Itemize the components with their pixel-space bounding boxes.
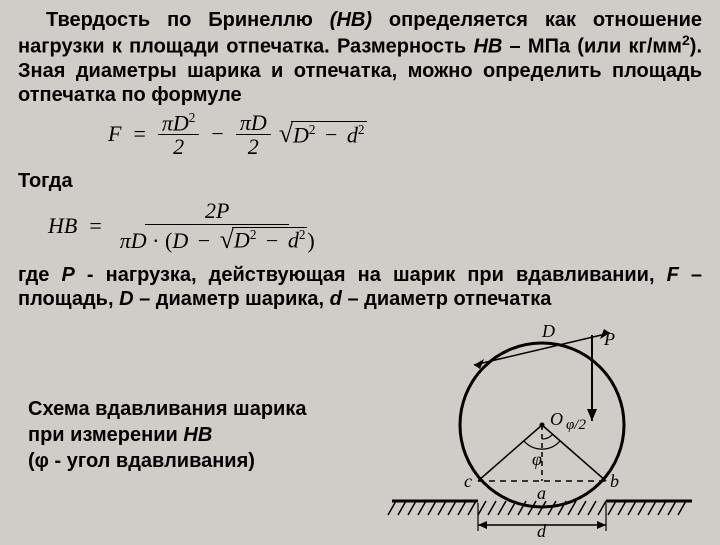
minus: − xyxy=(321,122,341,147)
txt: Твердость по Бринеллю xyxy=(46,9,330,31)
D: D xyxy=(172,228,188,253)
label-b: b xyxy=(610,471,619,492)
formula-area: F = πD2 2 − πD 2 √ D2 − d2 xyxy=(108,111,702,159)
two: 2 xyxy=(244,135,263,158)
F: F xyxy=(667,264,679,286)
txt: – диаметр шарика, xyxy=(134,288,330,310)
P: P xyxy=(61,264,74,286)
dot: · xyxy=(152,228,159,253)
D: D xyxy=(131,228,147,253)
D: D xyxy=(293,122,309,147)
hb-ital: (HB) xyxy=(330,9,372,31)
d: d xyxy=(330,288,342,310)
sym-HB: HB xyxy=(48,213,77,239)
minus: − xyxy=(194,228,214,253)
closep: ) xyxy=(307,228,314,253)
label-a: a xyxy=(537,483,546,504)
formula-hb: HB = 2P πD · (D − √ D2 − d2 ) xyxy=(108,199,702,253)
minus: − xyxy=(262,228,282,253)
label-c: c xyxy=(464,471,472,492)
pi: π xyxy=(120,228,131,253)
pi: π xyxy=(240,110,251,135)
txt: – МПа (или кг/мм xyxy=(502,36,682,58)
diagram-caption: Схема вдавливания шарика при измерении H… xyxy=(18,396,382,474)
frac2: πD 2 xyxy=(236,111,271,158)
sup: 2 xyxy=(250,227,257,242)
hb2: HB xyxy=(473,36,502,58)
sup: 2 xyxy=(299,227,306,242)
caption-rest: - угол вдавливания) xyxy=(49,450,255,472)
label-O: O xyxy=(550,409,563,430)
D: D xyxy=(234,228,250,253)
sup: 2 xyxy=(309,122,316,137)
caption-line2a: при измерении xyxy=(28,424,183,446)
d: d xyxy=(347,122,358,147)
label-d: d xyxy=(537,521,546,542)
sup: 2 xyxy=(189,110,196,125)
frac1: πD2 2 xyxy=(158,111,200,159)
txt: где xyxy=(18,264,61,286)
sup2: 2 xyxy=(682,32,690,48)
where-paragraph: где P - нагрузка, действующая на шарик п… xyxy=(18,263,702,311)
intro-paragraph: Твердость по Бринеллю (HB) определяется … xyxy=(18,8,702,107)
sqrt2: √ D2 − d2 xyxy=(220,227,308,253)
pi: π xyxy=(162,110,173,135)
txt: - нагрузка, действующая на шарик при вда… xyxy=(75,264,667,286)
frac-big: 2P πD · (D − √ D2 − d2 ) xyxy=(114,199,321,253)
sym-eq: = xyxy=(129,121,149,147)
caption-line1: Схема вдавливания шарика xyxy=(28,396,382,422)
formula-F: F = πD2 2 − πD 2 √ D2 − d2 xyxy=(108,111,702,159)
sym-F: F xyxy=(108,121,121,147)
sup: 2 xyxy=(358,122,365,137)
D: D xyxy=(119,288,133,310)
caption-open: ( xyxy=(28,450,35,472)
D: D xyxy=(173,110,189,135)
label-P: P xyxy=(604,329,615,350)
minus1: − xyxy=(207,121,227,147)
label-phi: φ xyxy=(532,449,542,470)
caption-phi: φ xyxy=(35,450,49,472)
D: D xyxy=(251,110,267,135)
label-D: D xyxy=(542,321,555,342)
label-phi-half: φ/2 xyxy=(566,417,586,434)
num-2P: 2P xyxy=(145,199,289,225)
d: d xyxy=(288,228,299,253)
caption-hb: HB xyxy=(183,424,212,446)
sqrt1: √ D2 − d2 xyxy=(279,121,367,148)
diagram-svg xyxy=(382,325,702,545)
sym-eq2: = xyxy=(85,213,105,239)
txt: – диаметр отпечатка xyxy=(342,288,551,310)
formula-HB-line: HB = 2P πD · (D − √ D2 − d2 ) xyxy=(48,199,702,253)
togda-label: Тогда xyxy=(18,170,702,193)
indentation-diagram: D P O φ/2 φ c b a d xyxy=(382,325,702,545)
two: 2 xyxy=(169,135,188,158)
